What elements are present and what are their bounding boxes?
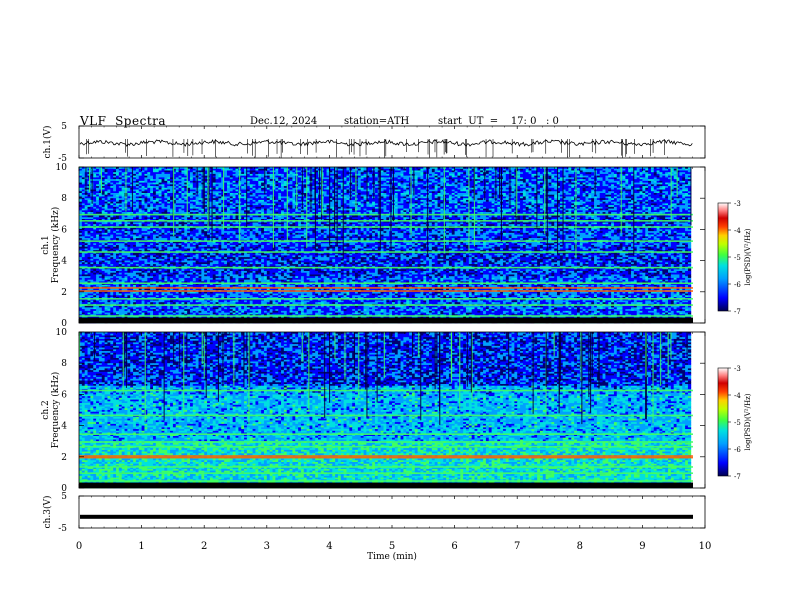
ch1-waveform-tick-label: 5 [61, 122, 67, 132]
ch1-waveform-ylabel: ch.1(V) [42, 126, 53, 159]
vlf-figure: 5-5ch.1(V)1086420ch.1 Frequency (kHz)-3-4… [0, 0, 792, 612]
ch1-waveform-line [80, 140, 692, 146]
ch1-spectrogram [79, 167, 705, 323]
